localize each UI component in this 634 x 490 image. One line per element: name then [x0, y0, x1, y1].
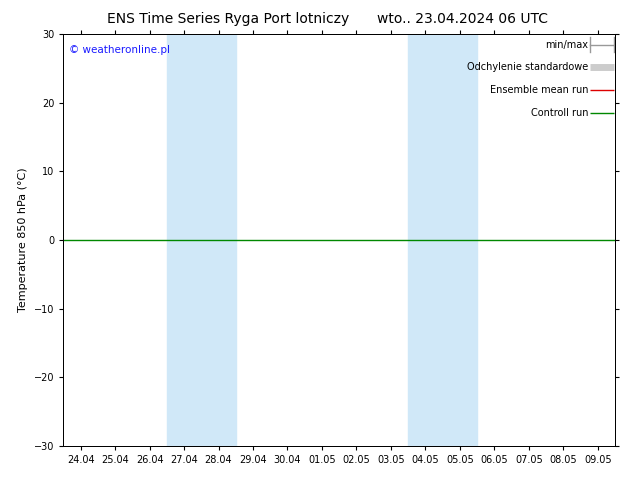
Text: min/max: min/max [545, 40, 588, 49]
Text: Controll run: Controll run [531, 107, 588, 118]
Text: Odchylenie standardowe: Odchylenie standardowe [467, 62, 588, 72]
Text: ENS Time Series Ryga Port lotniczy: ENS Time Series Ryga Port lotniczy [107, 12, 349, 26]
Bar [408, 34, 477, 446]
Text: Ensemble mean run: Ensemble mean run [490, 85, 588, 95]
Text: wto.. 23.04.2024 06 UTC: wto.. 23.04.2024 06 UTC [377, 12, 548, 26]
Y-axis label: Temperature 850 hPa (°C): Temperature 850 hPa (°C) [18, 168, 29, 313]
Text: © weatheronline.pl: © weatheronline.pl [69, 45, 170, 54]
Bar [167, 34, 236, 446]
